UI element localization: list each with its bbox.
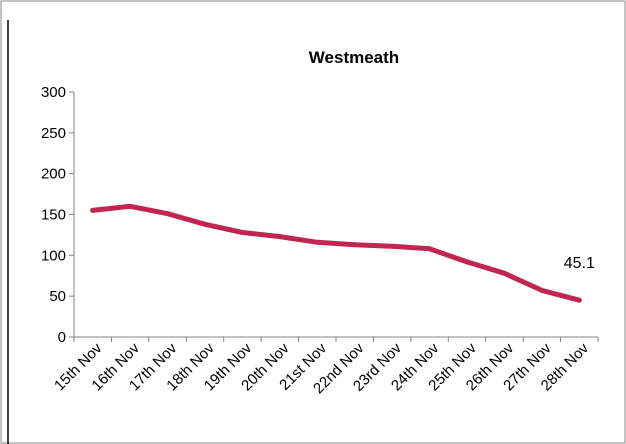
data-labels: 45.1 [564, 255, 595, 272]
data-point [314, 239, 320, 245]
data-point [389, 243, 395, 249]
data-point [464, 259, 470, 265]
series-layer [90, 203, 582, 303]
data-point [277, 234, 283, 240]
data-point [90, 207, 96, 213]
data-point [427, 246, 433, 252]
y-tick-label: 150 [41, 207, 66, 224]
data-point [576, 297, 582, 303]
data-point [239, 229, 245, 235]
y-tick-label: 100 [41, 247, 66, 264]
data-point [165, 211, 171, 217]
chart-title: Westmeath [309, 48, 399, 67]
y-tick-label: 0 [58, 329, 66, 346]
y-tick-label: 300 [41, 84, 66, 101]
data-point [352, 242, 358, 248]
y-tick-label: 50 [49, 288, 66, 305]
series-line [90, 203, 582, 303]
data-label: 45.1 [564, 255, 595, 272]
data-point [539, 287, 545, 293]
data-point [127, 203, 133, 209]
data-point [202, 221, 208, 227]
y-tick-label: 200 [41, 166, 66, 183]
data-point [501, 270, 507, 276]
y-tick-label: 250 [41, 125, 66, 142]
